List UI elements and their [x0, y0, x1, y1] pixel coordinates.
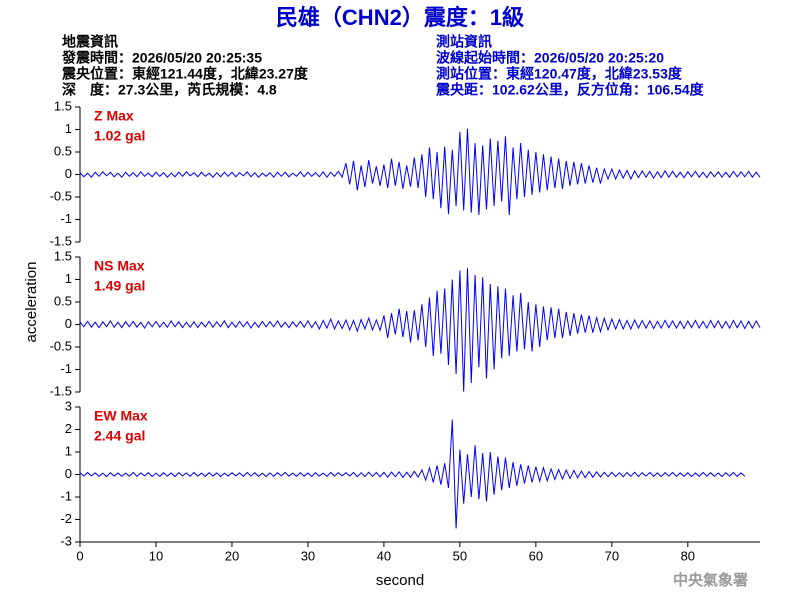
x-tick-label: 50: [453, 548, 467, 563]
panel-label: NS Max: [94, 258, 145, 274]
waveform: [79, 128, 761, 216]
waveform: [79, 268, 761, 392]
y-tick-label: 0: [65, 166, 72, 181]
y-axis-label: acceleration: [23, 262, 40, 343]
y-tick-label: -1: [60, 361, 72, 376]
x-tick-label: 70: [605, 548, 619, 563]
y-tick-label: 0.5: [54, 143, 72, 158]
y-tick-label: -1.5: [50, 233, 72, 248]
panel-label: EW Max: [94, 408, 148, 424]
y-tick-label: 1.5: [54, 98, 72, 113]
panel-label: Z Max: [94, 108, 134, 124]
info-line: 測站位置：東經120.47度，北緯23.53度: [436, 66, 683, 82]
y-tick-label: -1: [60, 488, 72, 503]
y-tick-label: -1.5: [50, 383, 72, 398]
y-tick-label: -0.5: [50, 188, 72, 203]
y-tick-label: 1.5: [54, 248, 72, 263]
y-tick-label: 0.5: [54, 293, 72, 308]
y-tick-label: 0: [65, 316, 72, 331]
y-tick-label: -3: [60, 533, 72, 548]
x-axis-label: second: [376, 572, 424, 589]
x-tick-label: 20: [225, 548, 239, 563]
x-tick-label: 40: [377, 548, 391, 563]
x-tick-label: 0: [76, 548, 83, 563]
footer: 中央氣象署: [673, 571, 748, 589]
y-tick-label: 2: [65, 421, 72, 436]
info-line: 震央位置：東經121.44度，北緯23.27度: [61, 66, 309, 82]
y-tick-label: -0.5: [50, 338, 72, 353]
y-tick-label: 3: [65, 398, 72, 413]
y-tick-label: -1: [60, 211, 72, 226]
x-tick-label: 80: [681, 548, 695, 563]
x-tick-label: 10: [149, 548, 163, 563]
max-label: 1.02 gal: [94, 128, 145, 144]
max-label: 2.44 gal: [94, 428, 145, 444]
y-tick-label: 0: [65, 466, 72, 481]
x-tick-label: 30: [301, 548, 315, 563]
info-line: 地震資訊: [62, 34, 118, 50]
info-line: 深 度：27.3公里，芮氏規模：4.8: [62, 82, 277, 98]
x-tick-label: 60: [529, 548, 543, 563]
info-line: 發震時間：2026/05/20 20:25:35: [61, 50, 262, 66]
y-tick-label: 1: [65, 121, 72, 136]
info-line: 波線起始時間：2026/05/20 20:25:20: [436, 50, 664, 66]
waveform: [79, 419, 746, 529]
chart-title: 民雄（CHN2）震度：1級: [276, 5, 524, 30]
max-label: 1.49 gal: [94, 278, 145, 294]
info-line: 測站資訊: [436, 34, 492, 50]
y-tick-label: 1: [65, 271, 72, 286]
y-tick-label: -2: [60, 511, 72, 526]
info-line: 震央距：102.62公里，反方位角：106.54度: [435, 82, 705, 98]
y-tick-label: 1: [65, 443, 72, 458]
